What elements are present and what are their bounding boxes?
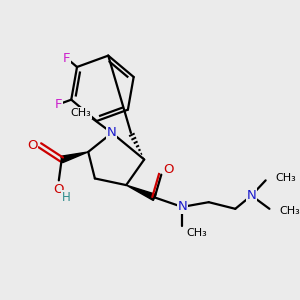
- Text: O: O: [54, 183, 64, 196]
- Text: H: H: [62, 191, 71, 204]
- Text: F: F: [63, 52, 70, 65]
- Text: CH₃: CH₃: [279, 206, 300, 216]
- Text: N: N: [247, 189, 256, 202]
- Text: F: F: [55, 98, 62, 111]
- Text: N: N: [107, 126, 117, 140]
- Text: CH₃: CH₃: [70, 108, 91, 118]
- Text: CH₃: CH₃: [186, 229, 207, 238]
- Text: O: O: [27, 139, 38, 152]
- Text: N: N: [177, 200, 187, 213]
- Text: CH₃: CH₃: [275, 173, 296, 184]
- Polygon shape: [126, 185, 156, 200]
- Polygon shape: [61, 152, 88, 163]
- Text: O: O: [164, 164, 174, 176]
